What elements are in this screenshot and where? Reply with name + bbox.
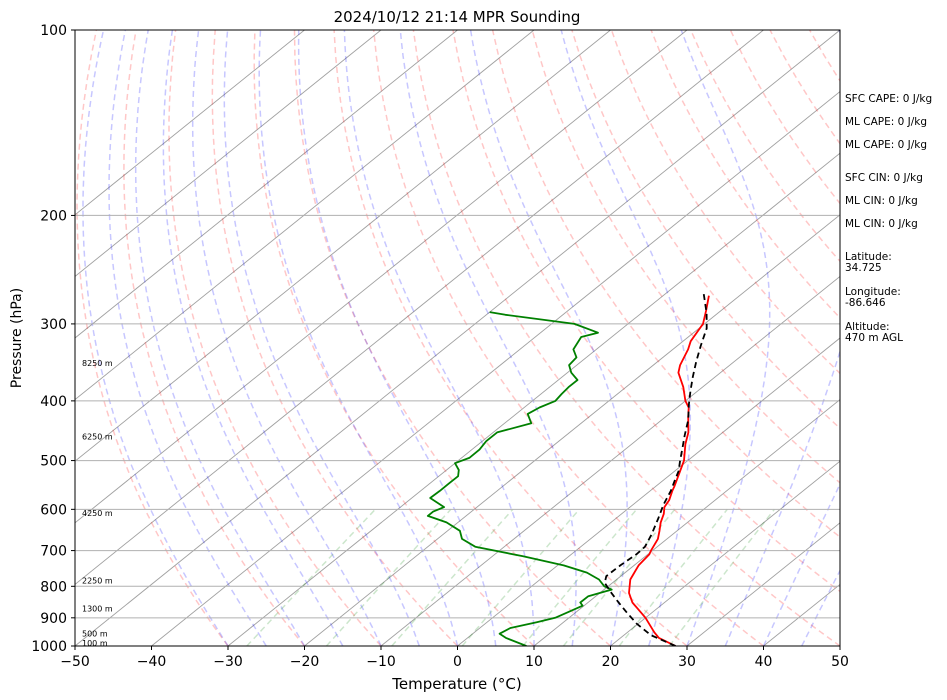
- isotherm-line: [610, 460, 840, 646]
- dry-adiabat-line: [412, 30, 840, 646]
- isotherm-line: [75, 30, 458, 339]
- x-tick-label: 30: [678, 654, 696, 670]
- stat-value: 34.725: [845, 262, 882, 274]
- dry-adiabat-line: [929, 30, 947, 646]
- dry-adiabat-line: [571, 30, 840, 430]
- isotherm-line: [686, 522, 840, 646]
- moist-adiabat-line: [223, 30, 421, 646]
- x-tick-label: 0: [453, 654, 462, 670]
- stat-label: SFC CAPE: 0 J/kg: [845, 93, 932, 105]
- chart-title: 2024/10/12 21:14 MPR Sounding: [334, 8, 581, 26]
- dry-adiabat-line: [293, 30, 611, 646]
- isotherm-line: [75, 30, 305, 216]
- isotherm-line: [380, 275, 840, 646]
- isotherm-line: [457, 337, 840, 646]
- dry-adiabat-line: [333, 30, 688, 646]
- y-tick-label: 600: [40, 502, 67, 518]
- moist-adiabat-line: [680, 30, 771, 646]
- stat-label: ML CIN: 0 J/kg: [845, 195, 918, 207]
- stat-label: Longitude:: [845, 286, 901, 298]
- x-tick-label: −30: [213, 654, 243, 670]
- stats-panel: SFC CAPE: 0 J/kg ML CAPE: 0 J/kg ML CAPE: …: [845, 93, 932, 344]
- dry-adiabat-line: [452, 30, 840, 593]
- dry-adiabat-line: [123, 30, 306, 646]
- parcel-line: [603, 293, 708, 646]
- moist-adiabat-line: [399, 30, 577, 646]
- dry-adiabat-line: [253, 30, 535, 646]
- profile-lines: [426, 293, 710, 646]
- x-tick-label: −10: [366, 654, 396, 670]
- y-tick-label: 400: [40, 394, 67, 410]
- y-axis: 1000 900 800 700 600 500 400 300 200 100: [31, 23, 75, 655]
- height-label: 1300 m: [82, 605, 113, 614]
- stat-value: 470 m AGL: [845, 332, 903, 344]
- y-axis-label: Pressure (hPa): [9, 288, 25, 388]
- dry-adiabat-line: [168, 30, 382, 646]
- y-tick-label: 700: [40, 544, 67, 560]
- isotherm-line: [75, 30, 611, 462]
- moist-adiabat-line: [162, 30, 344, 646]
- stat-label: Latitude:: [845, 251, 892, 263]
- mixing-ratio-line: [562, 508, 676, 646]
- x-tick-label: 40: [755, 654, 773, 670]
- moist-adiabat-line: [258, 30, 459, 646]
- isotherm-line: [533, 399, 840, 646]
- moist-adiabat-line: [343, 30, 535, 646]
- moist-adiabat-line: [560, 30, 692, 646]
- x-tick-label: 10: [525, 654, 543, 670]
- isotherm-line: [75, 30, 688, 524]
- y-tick-label: 900: [40, 611, 67, 627]
- height-label: 4250 m: [82, 509, 113, 518]
- x-tick-label: 50: [831, 654, 849, 670]
- height-label: 500 m: [82, 630, 108, 639]
- moist-adiabat-line: [108, 30, 267, 646]
- dry-adiabat-line: [76, 30, 229, 646]
- x-tick-label: −50: [60, 654, 90, 670]
- mixing-ratio-line: [461, 508, 580, 646]
- moist-adiabat-line: [82, 30, 229, 646]
- moist-adiabat-line: [724, 30, 840, 646]
- height-label: 2250 m: [82, 577, 113, 586]
- height-label: 8250 m: [82, 359, 113, 368]
- y-tick-label: 1000: [31, 639, 67, 655]
- dry-adiabat-line: [650, 30, 840, 319]
- height-label: 100 m: [82, 639, 108, 648]
- isotherm-line: [151, 91, 840, 646]
- isotherm-line: [227, 152, 840, 646]
- stat-label: SFC CIN: 0 J/kg: [845, 172, 923, 184]
- stat-label: ML CAPE: 0 J/kg: [845, 139, 927, 151]
- isotherm-line: [75, 30, 535, 401]
- background-lines: [75, 30, 947, 646]
- isotherm-line: [75, 30, 764, 585]
- y-tick-label: 500: [40, 454, 67, 470]
- pressure-gridlines: [75, 29, 840, 647]
- x-tick-label: −20: [290, 654, 320, 670]
- x-tick-label: −40: [137, 654, 167, 670]
- y-tick-label: 300: [40, 317, 67, 333]
- stat-label: Altitude:: [845, 321, 890, 333]
- temperature-line: [628, 295, 710, 646]
- dry-adiabat-line: [610, 30, 840, 375]
- y-tick-label: 800: [40, 579, 67, 595]
- x-axis-label: Temperature (°C): [391, 675, 521, 693]
- stat-value: -86.646: [845, 297, 886, 309]
- stat-label: ML CAPE: 0 J/kg: [845, 116, 927, 128]
- mixing-ratio-line: [522, 508, 638, 646]
- height-label: 6250 m: [82, 433, 113, 442]
- dewpoint-line: [426, 311, 613, 646]
- isotherm-line: [75, 30, 840, 646]
- y-tick-label: 100: [40, 23, 67, 39]
- isotherm-line: [75, 30, 382, 277]
- isotherm-line: [304, 214, 840, 646]
- moist-adiabat-line: [134, 30, 306, 646]
- x-tick-label: 20: [602, 654, 620, 670]
- mixing-ratio-line: [391, 508, 514, 646]
- moist-adiabat-line: [297, 30, 497, 646]
- stat-label: ML CIN: 0 J/kg: [845, 218, 918, 230]
- moist-adiabat-line: [191, 30, 382, 646]
- x-axis: −50 −40 −30 −20 −10 0 10 20 30 40 50: [60, 646, 849, 670]
- y-tick-label: 200: [40, 208, 67, 224]
